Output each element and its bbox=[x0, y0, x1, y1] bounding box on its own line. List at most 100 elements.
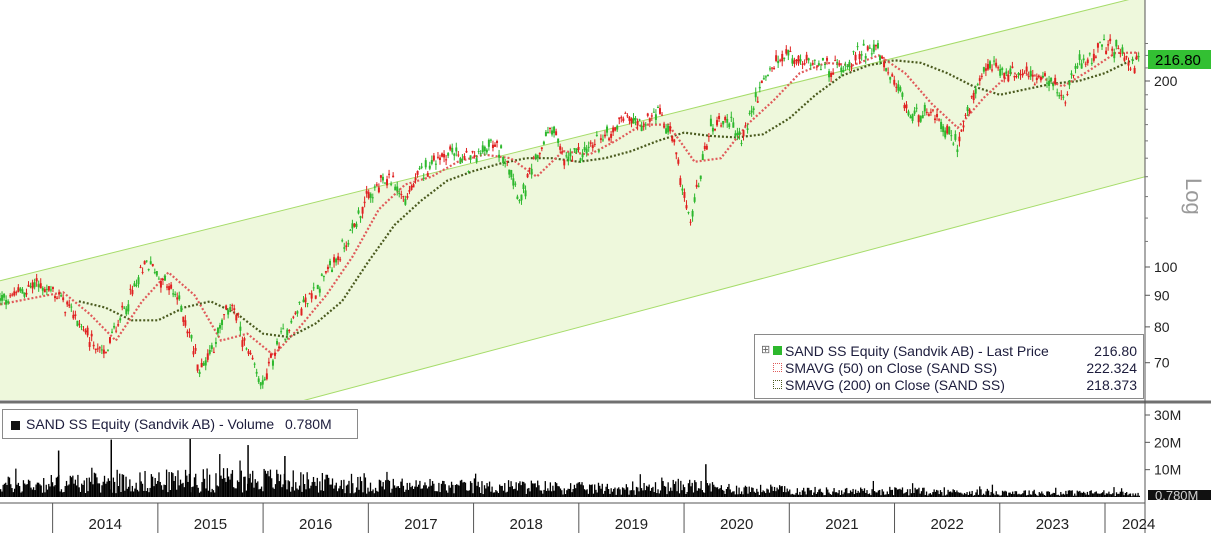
volume-bar bbox=[425, 485, 427, 497]
volume-bar bbox=[790, 494, 792, 497]
price-candle bbox=[251, 357, 254, 360]
price-candle bbox=[1015, 75, 1018, 78]
price-candle bbox=[736, 132, 739, 136]
price-candle bbox=[575, 148, 578, 153]
volume-bar bbox=[221, 478, 223, 497]
price-candle bbox=[817, 63, 820, 66]
price-candle bbox=[630, 118, 633, 124]
price-candle bbox=[1037, 75, 1040, 77]
volume-bar bbox=[867, 494, 869, 497]
volume-bar bbox=[439, 492, 441, 497]
volume-bar bbox=[657, 489, 659, 497]
volume-bar bbox=[461, 479, 463, 497]
legend-label-smavg-200: SMAVG (200) on Close (SAND SS) bbox=[785, 377, 1005, 393]
volume-bar bbox=[993, 493, 995, 497]
volume-bar bbox=[96, 477, 98, 497]
volume-bar bbox=[424, 482, 426, 497]
price-candle bbox=[111, 331, 114, 333]
volume-bar bbox=[173, 480, 175, 497]
volume-bar bbox=[510, 481, 512, 497]
price-candle bbox=[569, 152, 572, 157]
volume-bar bbox=[1094, 492, 1096, 497]
volume-bar bbox=[949, 491, 952, 497]
volume-bar bbox=[1066, 494, 1068, 497]
price-candle bbox=[821, 57, 824, 61]
volume-bar bbox=[119, 473, 121, 497]
price-candle bbox=[1072, 74, 1075, 76]
price-candle bbox=[113, 325, 116, 328]
tree-toggle-icon[interactable]: ⊞ bbox=[761, 344, 771, 356]
price-candle bbox=[43, 289, 46, 293]
price-candle bbox=[84, 330, 87, 333]
volume-bar bbox=[880, 495, 882, 497]
volume-bar bbox=[60, 489, 63, 497]
price-candle bbox=[363, 201, 366, 204]
volume-bar bbox=[875, 492, 877, 497]
price-candle bbox=[852, 51, 855, 53]
volume-bar bbox=[466, 490, 468, 497]
volume-bar bbox=[772, 490, 774, 497]
volume-bar bbox=[248, 478, 250, 497]
year-label: 2017 bbox=[404, 516, 437, 533]
volume-bar bbox=[991, 484, 994, 497]
price-candle bbox=[379, 175, 382, 178]
price-candle bbox=[245, 348, 248, 350]
price-candle bbox=[11, 294, 14, 296]
volume-bar bbox=[243, 476, 245, 497]
volume-bar bbox=[50, 474, 52, 497]
volume-bar bbox=[1050, 494, 1052, 497]
volume-spike bbox=[705, 464, 707, 497]
price-candle bbox=[21, 289, 24, 294]
volume-bar bbox=[287, 480, 289, 497]
price-candle bbox=[302, 299, 305, 303]
volume-bar bbox=[438, 482, 440, 497]
volume-bar bbox=[396, 486, 398, 497]
volume-bar bbox=[92, 484, 94, 497]
volume-bar bbox=[49, 486, 51, 497]
volume-bar bbox=[298, 485, 301, 497]
volume-bar bbox=[543, 489, 545, 497]
volume-bar bbox=[1010, 493, 1013, 497]
price-candle bbox=[168, 286, 171, 291]
volume-bar bbox=[729, 489, 731, 497]
volume-bar bbox=[1042, 493, 1044, 497]
price-candle bbox=[347, 242, 350, 245]
legend-label-smavg-50: SMAVG (50) on Close (SAND SS) bbox=[785, 360, 998, 376]
volume-bar bbox=[580, 484, 582, 497]
volume-bar bbox=[480, 492, 482, 497]
volume-bar bbox=[977, 494, 980, 497]
volume-bar bbox=[46, 489, 49, 497]
price-candle bbox=[534, 154, 537, 158]
volume-bar bbox=[6, 485, 8, 497]
volume-bar bbox=[252, 470, 254, 497]
price-candle bbox=[667, 125, 670, 133]
price-candle bbox=[1066, 93, 1069, 95]
volume-bar bbox=[1048, 491, 1051, 497]
price-candle bbox=[371, 197, 374, 199]
price-candle bbox=[728, 123, 731, 128]
volume-bar bbox=[108, 480, 111, 497]
volume-bar bbox=[1134, 493, 1137, 497]
price-candle bbox=[740, 142, 743, 144]
volume-bar bbox=[477, 481, 479, 497]
volume-bar bbox=[106, 481, 108, 497]
price-candle bbox=[793, 60, 796, 64]
price-candle bbox=[308, 293, 311, 295]
volume-bar bbox=[343, 479, 345, 497]
volume-bar bbox=[733, 491, 735, 497]
volume-bar bbox=[69, 475, 71, 497]
price-candle bbox=[970, 96, 973, 98]
volume-bar bbox=[808, 487, 810, 497]
volume-bar bbox=[758, 494, 761, 497]
volume-bar bbox=[428, 486, 430, 497]
volume-bar bbox=[445, 490, 448, 497]
volume-bar bbox=[528, 487, 530, 497]
volume-bar bbox=[43, 478, 45, 497]
volume-bar bbox=[720, 485, 723, 497]
price-candle bbox=[17, 287, 20, 292]
price-candle bbox=[35, 278, 38, 282]
price-candle bbox=[559, 146, 562, 150]
volume-bar bbox=[1072, 495, 1075, 497]
volume-bar bbox=[100, 492, 102, 497]
volume-bar bbox=[354, 492, 356, 497]
